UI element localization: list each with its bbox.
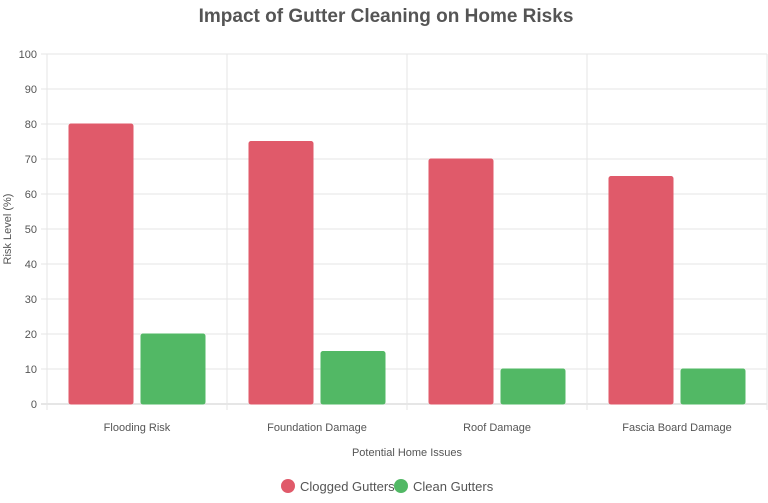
y-tick-label: 40 — [25, 259, 37, 271]
x-axis-title: Potential Home Issues — [352, 447, 463, 459]
bar-clogged-gutters[interactable] — [608, 176, 674, 405]
legend: Clogged Gutters Clean Gutters — [281, 479, 494, 494]
x-tick-label: Fascia Board Damage — [622, 422, 731, 434]
y-axis-title: Risk Level (%) — [2, 194, 14, 265]
x-axis-ticks: Flooding Risk Foundation Damage Roof Damag… — [104, 422, 732, 434]
y-tick-label: 60 — [25, 189, 37, 201]
x-tick-label: Foundation Damage — [267, 422, 367, 434]
y-tick-label: 50 — [25, 224, 37, 236]
bar-clogged-gutters[interactable] — [428, 158, 494, 405]
bars — [68, 123, 746, 405]
y-tick-label: 80 — [25, 119, 37, 131]
bar-clean-gutters[interactable] — [680, 368, 746, 405]
y-tick-label: 100 — [19, 49, 37, 61]
bar-clean-gutters[interactable] — [320, 351, 386, 405]
y-axis-ticks: 0 10 20 30 40 50 60 70 80 90 100 — [19, 49, 37, 411]
y-tick-label: 90 — [25, 84, 37, 96]
legend-marker — [281, 479, 295, 493]
x-tick-label: Roof Damage — [463, 422, 531, 434]
chart-title: Impact of Gutter Cleaning on Home Risks — [199, 6, 574, 27]
x-tick-label: Flooding Risk — [104, 422, 171, 434]
bar-clogged-gutters[interactable] — [68, 123, 134, 405]
bar-clean-gutters[interactable] — [140, 333, 206, 405]
legend-item[interactable]: Clogged Gutters — [281, 479, 395, 494]
legend-label: Clean Gutters — [413, 479, 494, 494]
bar-clean-gutters[interactable] — [500, 368, 566, 405]
bar-clogged-gutters[interactable] — [248, 141, 314, 405]
y-tick-label: 10 — [25, 364, 37, 376]
legend-label: Clogged Gutters — [300, 479, 395, 494]
y-tick-label: 30 — [25, 294, 37, 306]
y-tick-label: 0 — [31, 399, 37, 411]
legend-marker — [394, 479, 408, 493]
y-tick-label: 20 — [25, 329, 37, 341]
y-tick-label: 70 — [25, 154, 37, 166]
legend-item[interactable]: Clean Gutters — [394, 479, 494, 494]
